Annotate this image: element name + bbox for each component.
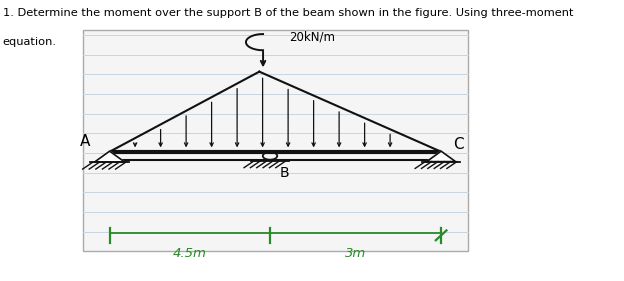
Text: 3m: 3m xyxy=(345,247,366,260)
Polygon shape xyxy=(95,151,125,162)
Text: equation.: equation. xyxy=(2,37,57,47)
Text: 1. Determine the moment over the support B of the beam shown in the figure. Usin: 1. Determine the moment over the support… xyxy=(2,8,573,19)
FancyBboxPatch shape xyxy=(83,30,468,251)
Text: 20kN/m: 20kN/m xyxy=(289,30,334,43)
Text: 4.5m: 4.5m xyxy=(173,247,207,260)
Text: A: A xyxy=(80,134,90,149)
Polygon shape xyxy=(427,151,456,162)
Text: C: C xyxy=(453,137,464,152)
Text: B: B xyxy=(280,166,290,180)
